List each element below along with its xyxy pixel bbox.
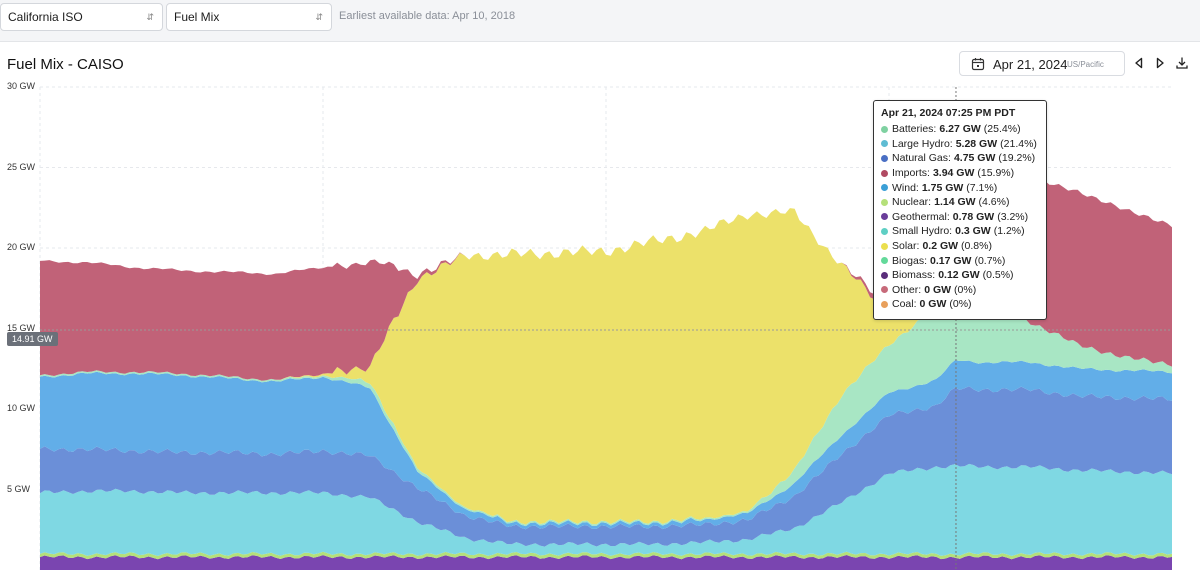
- legend-dot-icon: [881, 242, 888, 250]
- tooltip-series-percent: (15.9%): [977, 167, 1015, 180]
- y-tick-label: 20 GW: [7, 242, 36, 252]
- download-icon[interactable]: [1175, 56, 1189, 70]
- view-select[interactable]: Fuel Mix ⇵: [166, 3, 332, 31]
- legend-dot-icon: [881, 227, 888, 235]
- tooltip-series-value: 0.3 GW: [955, 225, 991, 238]
- tooltip-row: Other: 0 GW (0%): [881, 283, 1039, 298]
- tooltip-series-percent: (25.4%): [983, 123, 1021, 136]
- legend-dot-icon: [881, 271, 888, 279]
- tooltip-series-percent: (7.1%): [966, 181, 998, 194]
- legend-dot-icon: [881, 169, 888, 177]
- tooltip-series-percent: (0%): [949, 298, 972, 311]
- tooltip-series-percent: (19.2%): [998, 152, 1036, 165]
- page-title: Fuel Mix - CAISO: [7, 56, 124, 73]
- view-select-label: Fuel Mix: [174, 10, 220, 24]
- next-day-icon[interactable]: [1153, 56, 1167, 70]
- tooltip-series-value: 3.94 GW: [932, 167, 975, 180]
- tooltip-series-percent: (0.5%): [982, 269, 1014, 282]
- tooltip-row: Coal: 0 GW (0%): [881, 297, 1039, 312]
- tooltip-row: Biomass: 0.12 GW (0.5%): [881, 268, 1039, 283]
- tooltip-row: Wind: 1.75 GW (7.1%): [881, 180, 1039, 195]
- calendar-icon: [971, 58, 985, 71]
- tooltip-series-name: Biogas:: [892, 254, 928, 267]
- tooltip-title: Apr 21, 2024 07:25 PM PDT: [881, 107, 1016, 119]
- tooltip-series-percent: (0.8%): [961, 240, 992, 253]
- tooltip-series-name: Coal:: [892, 298, 917, 311]
- tooltip-series-value: 1.75 GW: [921, 181, 964, 194]
- tooltip-series-name: Wind:: [892, 181, 919, 194]
- region-select-label: California ISO: [8, 10, 83, 24]
- date-picker[interactable]: Apr 21, 2024 US/Pacific: [959, 51, 1125, 76]
- y-tick-label: 10 GW: [7, 403, 36, 413]
- updown-chevron-icon: ⇵: [315, 12, 323, 22]
- tooltip-series-name: Large Hydro:: [892, 137, 953, 150]
- tooltip-row: Nuclear: 1.14 GW (4.6%): [881, 195, 1039, 210]
- tooltip-series-value: 5.28 GW: [955, 137, 998, 150]
- tooltip-series-name: Natural Gas:: [892, 152, 951, 165]
- legend-dot-icon: [881, 125, 888, 133]
- date-value: Apr 21, 2024: [993, 57, 1068, 72]
- tooltip-series-value: 0 GW: [924, 283, 952, 296]
- tooltip-series-percent: (4.6%): [978, 196, 1010, 209]
- area-wind: [40, 360, 1172, 530]
- tooltip-row: Batteries: 6.27 GW (25.4%): [881, 122, 1039, 137]
- tooltip-series-value: 1.14 GW: [934, 196, 976, 209]
- area-geothermal: [40, 555, 1172, 570]
- legend-dot-icon: [881, 198, 888, 206]
- tooltip-series-percent: (0.7%): [974, 254, 1006, 267]
- top-toolbar: California ISO ⇵ Fuel Mix ⇵ Earliest ava…: [0, 0, 1200, 42]
- legend-dot-icon: [881, 213, 888, 221]
- tooltip-row: Small Hydro: 0.3 GW (1.2%): [881, 224, 1039, 239]
- legend-dot-icon: [881, 154, 888, 162]
- legend-dot-icon: [881, 286, 888, 294]
- tooltip-row: Solar: 0.2 GW (0.8%): [881, 239, 1039, 254]
- legend-dot-icon: [881, 140, 888, 148]
- tooltip-series-percent: (3.2%): [997, 210, 1029, 223]
- tooltip-series-percent: (21.4%): [1000, 137, 1037, 150]
- tooltip-series-value: 6.27 GW: [939, 123, 981, 136]
- tooltip-series-name: Nuclear:: [892, 196, 932, 209]
- legend-dot-icon: [881, 300, 888, 308]
- tooltip-series-name: Biomass:: [892, 269, 936, 282]
- tooltip-series-value: 0 GW: [919, 298, 947, 311]
- tooltip-row: Biogas: 0.17 GW (0.7%): [881, 253, 1039, 268]
- tooltip-row: Large Hydro: 5.28 GW (21.4%): [881, 137, 1039, 152]
- tooltip-series-value: 0.12 GW: [938, 269, 980, 282]
- hover-tooltip: Apr 21, 2024 07:25 PM PDT Batteries: 6.27…: [873, 100, 1047, 320]
- tooltip-series-percent: (0%): [954, 283, 977, 296]
- tooltip-series-percent: (1.2%): [993, 225, 1025, 238]
- timezone-label: US/Pacific: [1067, 60, 1104, 69]
- legend-dot-icon: [881, 257, 888, 265]
- tooltip-row: Geothermal: 0.78 GW (3.2%): [881, 210, 1039, 225]
- tooltip-series-value: 0.2 GW: [922, 240, 959, 253]
- area-nuclear: [40, 551, 1172, 560]
- earliest-data-note: Earliest available data: Apr 10, 2018: [339, 10, 516, 22]
- area-large-hydro: [40, 386, 1172, 547]
- tooltip-series-value: 4.75 GW: [953, 152, 996, 165]
- tooltip-series-name: Imports:: [892, 167, 930, 180]
- y-tick-label: 25 GW: [7, 161, 36, 172]
- tooltip-series-name: Other:: [892, 283, 922, 296]
- tooltip-series-name: Geothermal:: [892, 210, 950, 223]
- y-tick-label: 30 GW: [7, 81, 36, 91]
- legend-dot-icon: [881, 184, 888, 192]
- region-select[interactable]: California ISO ⇵: [0, 3, 163, 31]
- updown-chevron-icon: ⇵: [146, 12, 154, 22]
- tooltip-row: Natural Gas: 4.75 GW (19.2%): [881, 151, 1039, 166]
- tooltip-series-name: Batteries:: [892, 123, 937, 136]
- tooltip-series-value: 0.78 GW: [952, 210, 995, 223]
- y-tick-label: 5 GW: [7, 483, 31, 494]
- tooltip-series-name: Solar:: [892, 240, 920, 253]
- previous-day-icon[interactable]: [1132, 56, 1146, 70]
- tooltip-row: Imports: 3.94 GW (15.9%): [881, 166, 1039, 181]
- area-batteries: [40, 463, 1172, 556]
- tooltip-series-name: Small Hydro:: [892, 225, 953, 238]
- tooltip-series-value: 0.17 GW: [930, 254, 972, 267]
- y-tick-label: 15 GW: [7, 322, 36, 333]
- crosshair-value-badge: 14.91 GW: [7, 332, 58, 346]
